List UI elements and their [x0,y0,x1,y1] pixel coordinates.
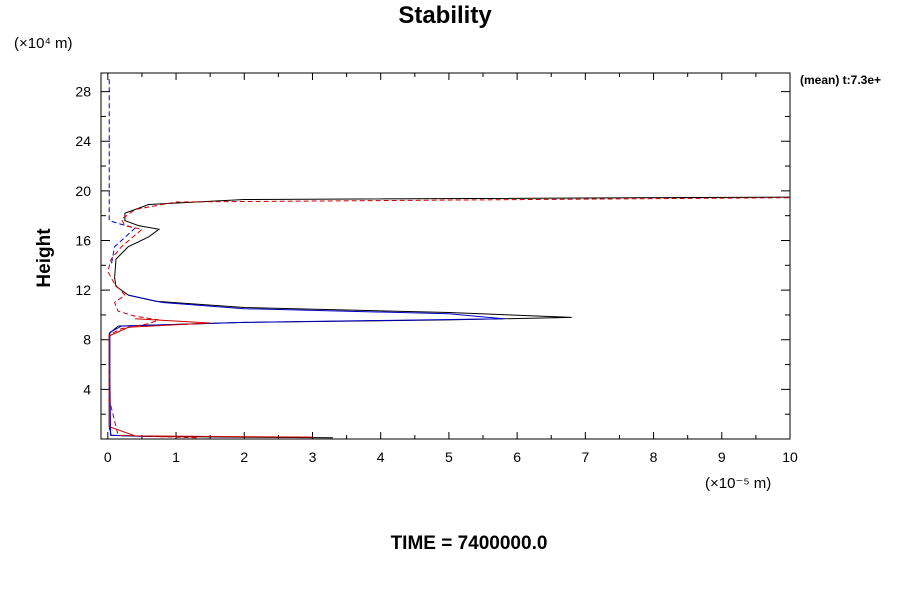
x-tick-label: 7 [581,449,589,465]
x-tick-label: 9 [718,449,726,465]
series-line-5 [108,318,313,438]
x-tick-label: 10 [782,449,798,465]
series-lines [107,79,791,439]
x-tick-label: 8 [650,449,658,465]
y-tick-label: 4 [83,381,91,397]
x-tick-label: 5 [445,449,453,465]
series-line-1 [108,196,791,439]
series-line-4 [107,197,791,439]
y-tick-label: 28 [75,84,91,100]
y-tick-label: 24 [75,133,91,149]
y-tick-label: 16 [75,232,91,248]
y-axis-label: Height [34,228,55,288]
y-tick-label: 8 [83,332,91,348]
x-unit-label: (×10⁻⁵ m) [705,475,771,492]
chart-title: Stability [398,2,492,29]
x-tick-label: 4 [377,449,385,465]
x-tick-label: 3 [309,449,317,465]
x-tick-label: 0 [104,449,112,465]
x-tick-label: 6 [513,449,521,465]
y-unit-label: (×10⁴ m) [14,35,73,52]
time-footer: TIME = 7400000.0 [391,533,548,554]
mean-annotation: (mean) t:7.3e+ [800,73,881,87]
x-tick-label: 1 [172,449,180,465]
plot-frame [100,72,791,440]
series-line-2 [108,79,137,266]
series-line-3 [109,294,504,437]
x-tick-label: 2 [240,449,248,465]
y-tick-label: 20 [75,183,91,199]
y-tick-label: 12 [75,282,91,298]
